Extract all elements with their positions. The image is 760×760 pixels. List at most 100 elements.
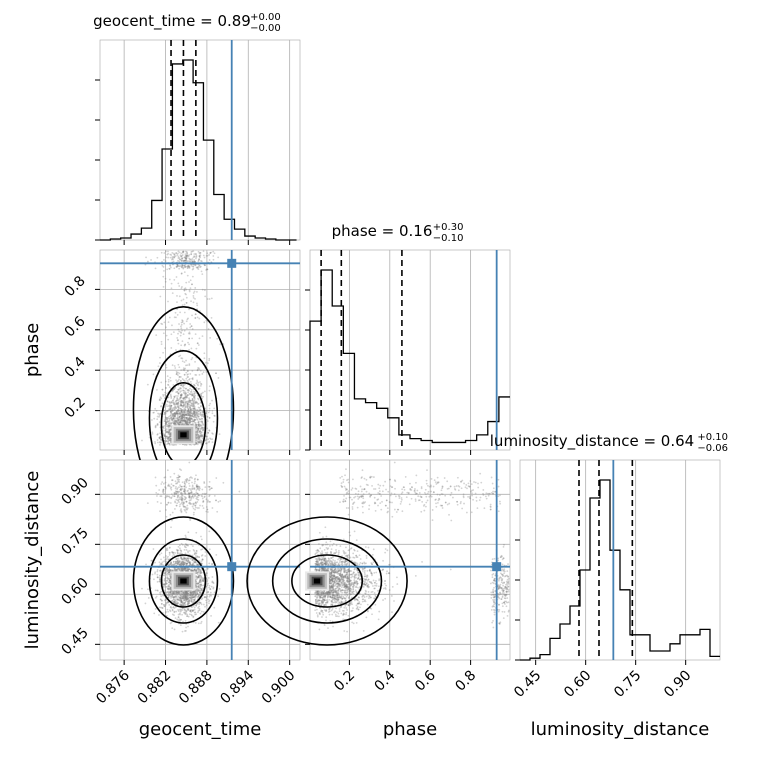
sample-point (186, 568, 189, 571)
sample-point (166, 608, 169, 611)
sample-point (163, 433, 166, 436)
sample-point (198, 255, 201, 257)
sample-point (167, 428, 170, 431)
sample-point (185, 288, 188, 291)
sample-point (189, 406, 192, 408)
sample-point (196, 304, 199, 307)
sample-point (203, 481, 206, 483)
sample-point (159, 569, 162, 572)
sample-point (193, 415, 196, 417)
sample-point (156, 441, 159, 444)
sample-point (210, 614, 212, 617)
sample-point (154, 440, 156, 443)
sample-point (168, 442, 171, 445)
sample-point (216, 337, 219, 340)
sample-point (186, 504, 189, 507)
sample-point (206, 579, 209, 581)
sample-point (181, 415, 183, 418)
sample-point (180, 357, 183, 360)
sample-point (194, 313, 197, 316)
sample-point (189, 287, 192, 289)
sample-point (166, 425, 168, 428)
sample-point (212, 258, 215, 261)
sample-point (170, 347, 173, 349)
sample-point (173, 267, 176, 270)
sample-point (176, 395, 179, 397)
sample-point (190, 388, 193, 391)
sample-point (155, 334, 158, 337)
sample-point (170, 422, 173, 425)
sample-point (175, 417, 177, 420)
sample-point (159, 396, 162, 399)
sample-point (174, 508, 176, 510)
sample-point (153, 578, 155, 581)
sample-point (188, 363, 191, 365)
sample-point (188, 422, 191, 424)
sample-point (206, 584, 209, 587)
sample-point (165, 250, 167, 253)
sample-point (156, 580, 159, 583)
sample-point (161, 402, 164, 405)
sample-point (166, 568, 169, 570)
sample-point (188, 289, 191, 292)
sample-point (165, 417, 168, 419)
sample-point (171, 258, 173, 261)
sample-point (196, 439, 198, 442)
sample-point (205, 597, 208, 599)
sample-point (179, 407, 182, 410)
sample-point (185, 387, 187, 390)
sample-point (207, 438, 210, 441)
sample-point (169, 476, 172, 478)
sample-point (175, 399, 178, 402)
sample-point (205, 439, 207, 442)
sample-point (195, 411, 198, 414)
sample-point (178, 505, 181, 508)
sample-point (201, 418, 204, 420)
sample-point (176, 410, 179, 413)
sample-point (190, 300, 192, 303)
sample-point (178, 411, 181, 414)
sample-point (175, 410, 178, 413)
sample-point (158, 441, 161, 443)
sample-point (179, 387, 182, 389)
sample-point (179, 379, 182, 382)
sample-point (172, 563, 175, 566)
sample-point (166, 440, 168, 443)
sample-point (164, 380, 167, 383)
sample-point (170, 397, 173, 399)
ytick-label: 0.8 (62, 273, 89, 300)
sample-point (208, 407, 211, 410)
sample-point (217, 500, 220, 503)
sample-point (191, 414, 194, 416)
sample-point (159, 591, 161, 594)
sample-point (192, 616, 195, 619)
sample-point (187, 317, 189, 320)
sample-point (186, 402, 189, 405)
sample-point (160, 343, 163, 346)
sample-point (197, 622, 200, 625)
sample-point (199, 408, 202, 411)
sample-point (180, 369, 183, 372)
sample-point (213, 606, 216, 609)
sample-point (202, 250, 205, 253)
sample-point (207, 600, 210, 603)
sample-point (184, 420, 187, 423)
sample-point (176, 557, 179, 560)
sample-point (175, 252, 178, 255)
sample-point (187, 412, 190, 414)
sample-point (173, 278, 176, 281)
sample-point (196, 418, 199, 421)
sample-point (206, 427, 209, 430)
sample-point (173, 419, 176, 422)
sample-point (178, 410, 180, 412)
sample-point (170, 439, 172, 442)
sample-point (203, 256, 206, 259)
sample-point (164, 391, 167, 394)
sample-point (188, 599, 191, 601)
sample-point (208, 429, 211, 432)
sample-point (187, 391, 190, 394)
histogram-step (100, 59, 297, 241)
sample-point (180, 409, 183, 412)
sample-point (180, 344, 183, 347)
sample-point (196, 409, 199, 412)
